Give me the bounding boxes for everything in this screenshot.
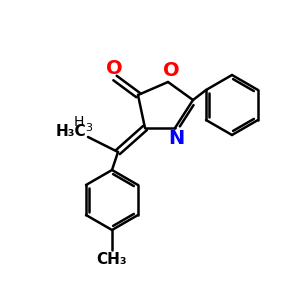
Text: H₃C: H₃C: [56, 124, 86, 139]
Text: O: O: [106, 58, 122, 77]
Text: CH₃: CH₃: [97, 251, 127, 266]
Text: O: O: [163, 61, 179, 80]
Text: N: N: [168, 130, 184, 148]
Text: H: H: [74, 115, 84, 129]
Text: 3: 3: [85, 123, 92, 133]
